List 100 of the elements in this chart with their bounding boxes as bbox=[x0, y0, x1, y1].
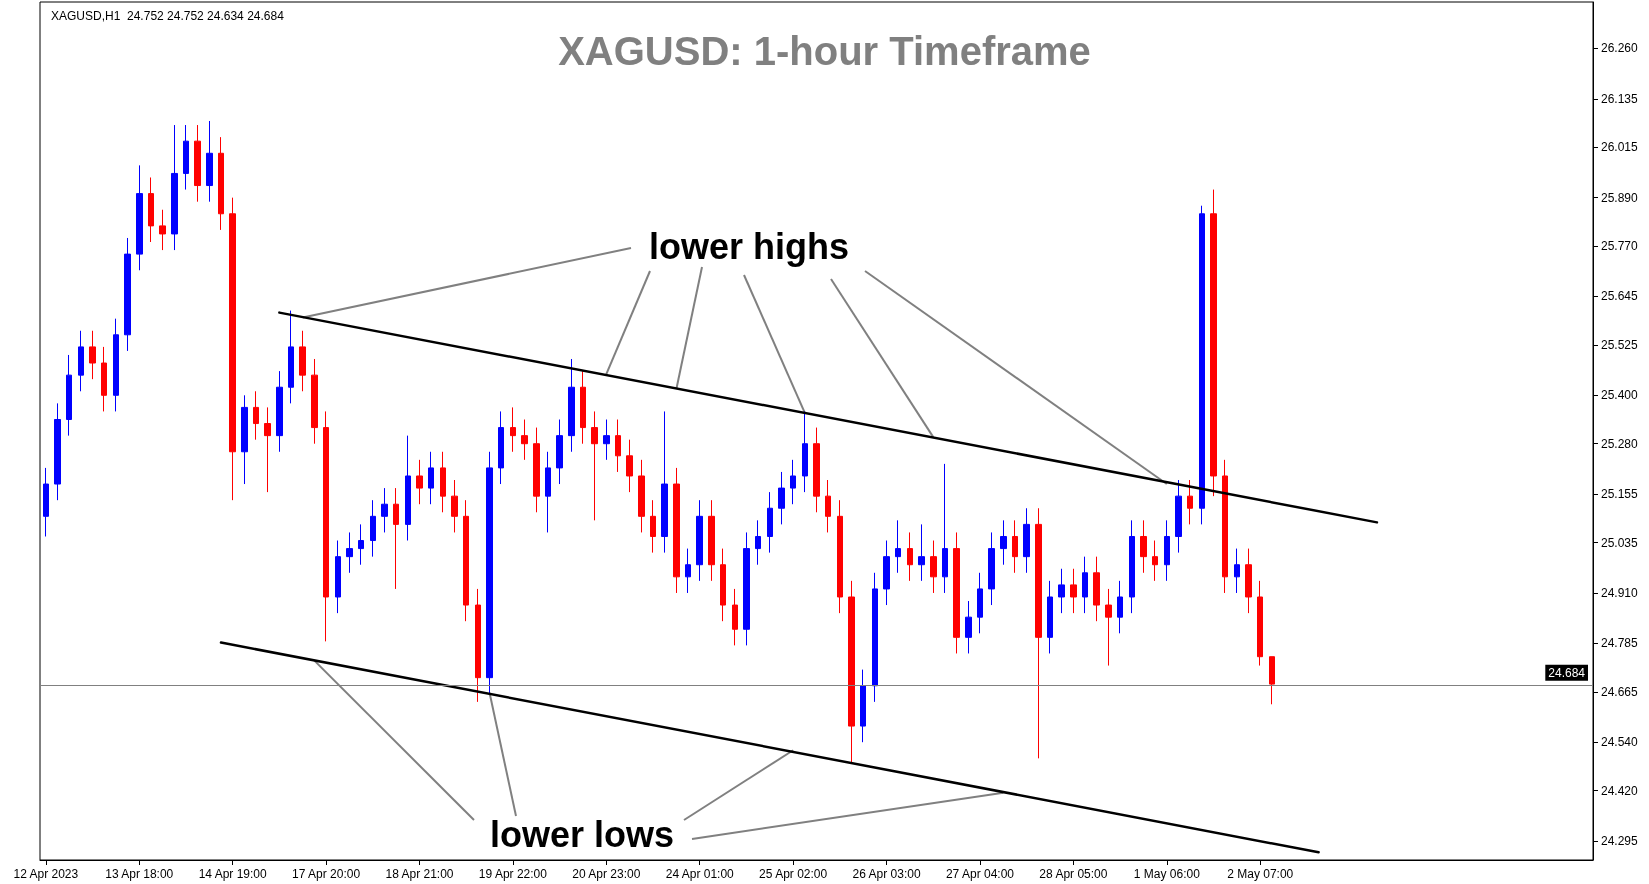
candlestick bbox=[370, 499, 376, 558]
candlestick bbox=[1210, 189, 1217, 497]
x-tick-label: 18 Apr 21:00 bbox=[385, 867, 454, 881]
candlestick bbox=[1070, 568, 1077, 614]
y-tick-label: 25.770 bbox=[1601, 239, 1639, 254]
annotation: lower lows bbox=[489, 813, 675, 855]
x-tick-label: 24 Apr 01:00 bbox=[665, 867, 735, 881]
y-tick-label: 24.420 bbox=[1601, 783, 1639, 798]
candlestick bbox=[171, 124, 178, 251]
candlestick bbox=[755, 519, 761, 566]
text: XAGUSD: 1-hour Timeframe bbox=[558, 29, 1091, 73]
candlestick bbox=[556, 419, 563, 485]
candlestick bbox=[778, 471, 785, 525]
candlestick bbox=[241, 394, 248, 485]
candlestick bbox=[661, 410, 668, 554]
candlestick bbox=[486, 451, 493, 695]
candlestick bbox=[218, 136, 224, 231]
y-tick-label: 25.400 bbox=[1601, 388, 1639, 403]
x-tick-label: 12 Apr 2023 bbox=[13, 867, 79, 881]
candlestick bbox=[883, 540, 890, 606]
y-tick-label: 25.155 bbox=[1601, 487, 1639, 502]
candlestick bbox=[965, 600, 972, 654]
candlestick bbox=[802, 410, 808, 493]
candlestick bbox=[393, 487, 399, 590]
y-tick-label: 24.665 bbox=[1601, 684, 1639, 699]
candlestick bbox=[930, 540, 937, 594]
candlestick bbox=[416, 459, 423, 505]
candlestick bbox=[264, 406, 271, 493]
candlestick bbox=[918, 523, 925, 582]
candlestick bbox=[1257, 580, 1263, 667]
candlestick bbox=[183, 124, 189, 191]
candlestick bbox=[463, 499, 469, 622]
candlestick bbox=[696, 499, 703, 582]
candlestick bbox=[813, 427, 820, 513]
x-tick-label: 25 Apr 02:00 bbox=[759, 867, 828, 881]
candlestick bbox=[603, 419, 610, 461]
candlestick bbox=[837, 499, 843, 614]
candlestick bbox=[626, 439, 633, 493]
candlestick bbox=[977, 572, 983, 634]
x-tick-label: 19 Apr 22:00 bbox=[478, 867, 548, 881]
candlestick bbox=[1245, 548, 1252, 614]
candlestick bbox=[895, 519, 901, 574]
candlestick bbox=[673, 467, 680, 594]
x-tick-label: 26 Apr 03:00 bbox=[852, 867, 921, 881]
candlestick bbox=[545, 451, 551, 533]
candlestick bbox=[953, 531, 960, 654]
candlestick bbox=[521, 419, 528, 461]
y-tick-label: 26.260 bbox=[1601, 41, 1639, 56]
candlestick bbox=[1164, 519, 1170, 582]
candlestick bbox=[732, 588, 738, 646]
candlestick bbox=[825, 479, 831, 533]
candlestick bbox=[498, 410, 504, 485]
candlestick bbox=[872, 572, 878, 703]
candlestick bbox=[767, 491, 773, 554]
candlestick bbox=[159, 209, 166, 251]
candlestick bbox=[335, 540, 341, 614]
candlestick bbox=[1000, 519, 1007, 566]
y-tick-label: 24.540 bbox=[1601, 735, 1639, 750]
candlestick bbox=[358, 523, 364, 566]
candlestick bbox=[1140, 519, 1147, 574]
candlestick bbox=[66, 354, 72, 437]
y-tick-label: 24.785 bbox=[1601, 636, 1639, 651]
x-tick-label: 17 Apr 20:00 bbox=[292, 867, 361, 881]
candlestick bbox=[1023, 507, 1030, 574]
candlestick bbox=[1234, 548, 1240, 594]
candlestick bbox=[54, 402, 61, 501]
x-tick-label: 1 May 06:00 bbox=[1133, 867, 1201, 881]
x-tick-label: 20 Apr 23:00 bbox=[572, 867, 641, 881]
candlestick bbox=[1105, 588, 1112, 667]
candlestick bbox=[43, 467, 49, 537]
candlestick bbox=[1082, 556, 1088, 614]
x-tick-label: 13 Apr 18:00 bbox=[105, 867, 174, 881]
candlestick bbox=[148, 176, 154, 243]
candlestick bbox=[1269, 656, 1275, 705]
candlestick bbox=[720, 548, 726, 622]
candlestick bbox=[124, 237, 131, 352]
candlestick bbox=[1152, 540, 1158, 582]
candlestick bbox=[89, 330, 96, 380]
candlestick bbox=[708, 499, 715, 582]
candlestick bbox=[78, 330, 84, 392]
candlestick bbox=[194, 124, 201, 203]
x-tick-label: 2 May 07:00 bbox=[1227, 867, 1294, 881]
candlestick bbox=[1058, 568, 1065, 614]
annotation: lower highs bbox=[648, 225, 850, 267]
candlestick bbox=[568, 358, 575, 453]
candlestick bbox=[1187, 479, 1193, 525]
candlestick bbox=[206, 120, 213, 203]
ref-line-label: 24.684 bbox=[1548, 665, 1586, 680]
y-tick-label: 25.035 bbox=[1601, 535, 1639, 550]
candlestick bbox=[907, 531, 913, 582]
candlestick bbox=[276, 370, 283, 453]
candlestick bbox=[1047, 580, 1053, 654]
candlestick bbox=[101, 346, 107, 412]
candlestick bbox=[229, 197, 236, 501]
candlestick bbox=[323, 410, 329, 642]
candlestick bbox=[860, 669, 866, 743]
candlestick bbox=[790, 459, 796, 505]
candlestick bbox=[1129, 519, 1135, 614]
candlestick bbox=[475, 588, 481, 703]
candlestick bbox=[988, 531, 995, 606]
